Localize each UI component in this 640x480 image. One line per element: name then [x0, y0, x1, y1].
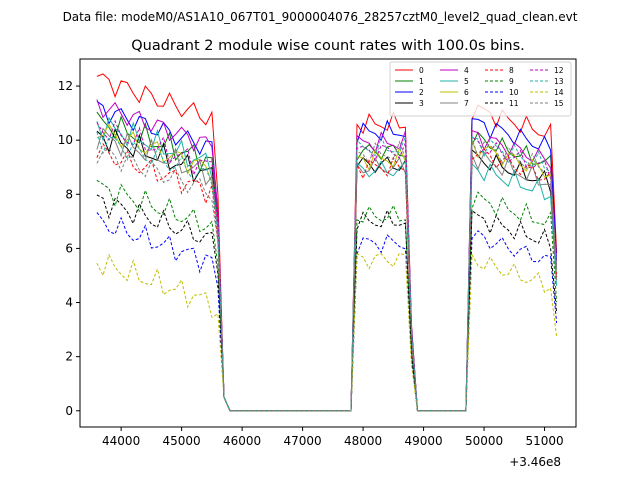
- x-tick-label: 51000: [525, 434, 563, 448]
- legend-label: 9: [509, 77, 514, 86]
- x-tick-label: 50000: [465, 434, 503, 448]
- x-tick-label: 44000: [102, 434, 140, 448]
- legend-label: 0: [419, 66, 424, 75]
- suptitle: Data file: modeM0/AS1A10_067T01_90000040…: [63, 10, 578, 24]
- series-line-9: [96, 179, 558, 412]
- series-line-10: [96, 212, 558, 412]
- legend-label: 11: [509, 99, 519, 108]
- x-tick-label: 45000: [163, 434, 201, 448]
- y-tick-label: 12: [58, 79, 73, 93]
- legend-label: 3: [419, 99, 424, 108]
- legend-label: 13: [554, 77, 564, 86]
- legend-label: 4: [464, 66, 469, 75]
- series-line-15: [96, 137, 558, 412]
- series-line-14: [96, 252, 558, 412]
- x-offset-label: +3.46e8: [509, 455, 561, 469]
- series-line-12: [96, 119, 558, 412]
- plot-lines: [96, 73, 558, 412]
- x-tick-label: 47000: [284, 434, 322, 448]
- x-tick-label: 46000: [223, 434, 261, 448]
- y-tick-label: 0: [65, 404, 73, 418]
- x-tick-label: 49000: [404, 434, 442, 448]
- legend-label: 7: [464, 99, 469, 108]
- legend-label: 10: [509, 88, 519, 97]
- legend-label: 5: [464, 77, 469, 86]
- axes-frame: [79, 58, 577, 428]
- legend-label: 2: [419, 88, 424, 97]
- y-tick-label: 6: [65, 241, 73, 255]
- y-tick-label: 4: [65, 296, 73, 310]
- series-line-13: [96, 131, 558, 412]
- legend-label: 1: [419, 77, 424, 86]
- series-line-11: [96, 194, 558, 412]
- y-tick-label: 10: [58, 133, 73, 147]
- x-tick-label: 48000: [344, 434, 382, 448]
- legend-label: 14: [554, 88, 564, 97]
- legend-box: [389, 61, 572, 117]
- legend-label: 12: [554, 66, 564, 75]
- legend-label: 8: [509, 66, 514, 75]
- axis-ticks: 44000 45000 46000 47000 48000 49000 50000 51000…: [58, 79, 564, 448]
- y-tick-label: 8: [65, 187, 73, 201]
- series-line-8: [96, 142, 558, 412]
- chart-title: Quadrant 2 module wise count rates with …: [131, 38, 525, 54]
- legend-label: 15: [554, 99, 564, 108]
- y-tick-label: 2: [65, 350, 73, 364]
- legend-label: 6: [464, 88, 469, 97]
- series-line-5: [96, 116, 558, 412]
